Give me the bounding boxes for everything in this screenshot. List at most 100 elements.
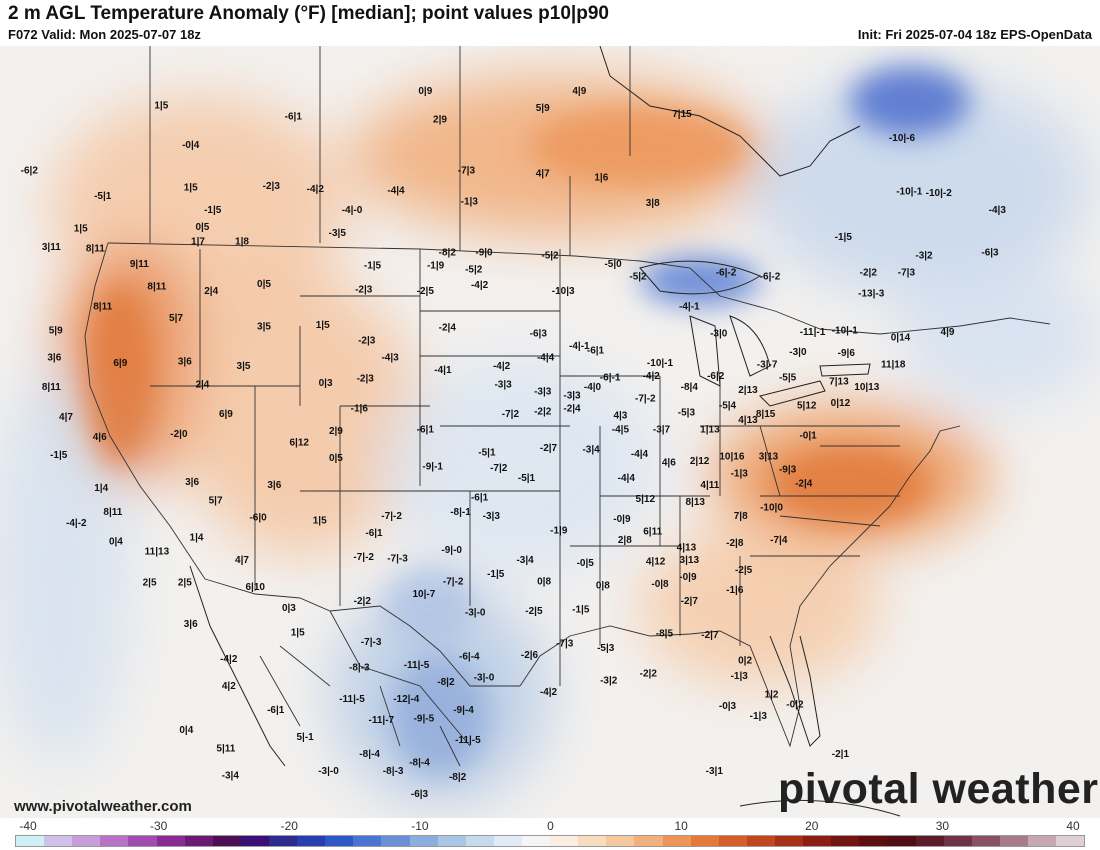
point-value-label: 6|11 [643, 527, 662, 538]
point-value-label: -6|1 [267, 705, 285, 716]
point-value-label: -3|-0 [474, 673, 495, 684]
point-value-label: -6|3 [411, 789, 429, 800]
point-value-label: -10|-1 [896, 187, 923, 198]
map-title: 2 m AGL Temperature Anomaly (°F) [median… [8, 3, 609, 24]
point-value-label: 5|9 [49, 326, 63, 337]
point-value-label: 3|11 [42, 242, 61, 253]
point-value-label: -6|3 [530, 328, 548, 339]
point-value-label: 2|4 [195, 379, 209, 390]
point-value-label: -2|5 [735, 565, 753, 576]
point-value-label: 1|4 [94, 483, 108, 494]
point-value-label: -4|2 [220, 654, 238, 665]
point-value-label: -2|3 [263, 181, 281, 192]
point-value-label: -1|5 [572, 605, 590, 616]
anomaly-map[interactable]: 1|5 -6|1 0|9 2|9 5|9 4|9 7|15 -6|2 -0|4 -5|1 1|5 -2… [0, 46, 1100, 818]
point-value-label: -7|3 [458, 166, 476, 177]
point-value-label: -0|9 [679, 572, 697, 583]
florida-outline [769, 635, 821, 747]
colorbar-swatch [746, 836, 775, 846]
website-url[interactable]: www.pivotalweather.com [14, 798, 192, 815]
point-value-label: 8|11 [42, 382, 61, 393]
colorbar-tick-label: -30 [149, 819, 168, 833]
point-value-label: -1|3 [750, 711, 768, 722]
point-value-label: -8|-4 [359, 749, 380, 760]
us-mexico-border [204, 578, 520, 687]
point-value-label: 8|13 [685, 497, 705, 508]
us-west-coast [84, 242, 206, 580]
point-value-label: 11|13 [145, 547, 170, 558]
point-value-label: 0|3 [282, 603, 296, 614]
point-value-label: 3|6 [267, 480, 281, 491]
point-value-label: 3|6 [178, 357, 192, 368]
point-value-label: -7|2 [502, 409, 520, 420]
point-value-label: -4|-0 [342, 205, 363, 216]
point-value-label: -0|5 [577, 558, 595, 569]
point-value-label: -2|4 [795, 479, 813, 490]
point-value-label: 1|5 [184, 183, 198, 194]
point-value-label: 0|12 [831, 398, 851, 409]
point-value-label: -2|4 [563, 404, 581, 415]
point-value-label: -1|6 [351, 404, 369, 415]
colorbar-swatch [831, 836, 860, 846]
state-lines-west [150, 249, 440, 606]
point-value-label: -5|3 [678, 408, 696, 419]
lake-ontario-outline [819, 363, 871, 377]
point-value-label: -11|-1 [800, 327, 826, 338]
point-value-label: 9|11 [130, 259, 149, 270]
point-value-label: 3|6 [47, 353, 61, 364]
colorbar [15, 835, 1085, 847]
point-value-label: -3|5 [329, 228, 347, 239]
point-value-label: -8|-4 [409, 758, 430, 769]
lake-superior-outline [639, 260, 762, 295]
point-value-label: -10|3 [552, 286, 575, 297]
colorbar-swatch [325, 836, 354, 846]
point-value-label: -8|2 [437, 677, 455, 688]
point-value-label: 4|3 [613, 411, 627, 422]
colorbar-tick-label: 0 [547, 819, 554, 833]
colorbar-swatch [859, 836, 888, 846]
point-value-label: -1|6 [726, 585, 744, 596]
point-value-label: -6|-2 [760, 272, 781, 283]
point-value-label: -1|5 [364, 260, 382, 271]
point-value-label: 4|9 [941, 327, 955, 338]
point-value-label: -4|3 [381, 353, 399, 364]
strong-warm-hudson-bay [530, 106, 750, 186]
cool-texas [385, 566, 475, 646]
point-value-label: -8|-3 [349, 663, 370, 674]
warm-anomaly-interior-west [180, 276, 420, 556]
point-value-label: -3|3 [563, 391, 581, 402]
point-value-label: -1|3 [731, 671, 749, 682]
point-value-label: -3|2 [915, 251, 933, 262]
point-value-label: 4|13 [677, 542, 697, 553]
colorbar-tick-label: 40 [1066, 819, 1080, 833]
colorbar-swatch [240, 836, 269, 846]
point-value-label: 4|7 [235, 555, 249, 566]
point-value-label: 1|4 [190, 532, 204, 543]
point-value-label: -7|-2 [443, 576, 464, 587]
point-value-label: -10|-2 [926, 188, 953, 199]
point-value-label: -1|9 [427, 260, 445, 271]
point-value-label: -4|5 [612, 425, 630, 436]
point-value-label: 10|-7 [412, 589, 435, 600]
point-value-label: -7|3 [898, 268, 916, 279]
point-value-label: -11|-5 [404, 660, 430, 671]
point-value-label: 5|7 [169, 313, 183, 324]
point-value-label: -8|-3 [383, 766, 404, 777]
borders [84, 46, 1051, 767]
colorbar-swatch [212, 836, 241, 846]
point-value-label: 1|5 [154, 100, 168, 111]
point-value-label: -4|2 [540, 687, 558, 698]
point-value-label: -7|2 [490, 463, 508, 474]
point-value-label: -13|-3 [858, 289, 885, 300]
point-value-label: -3|-7 [757, 360, 778, 371]
point-value-label: 0|8 [596, 581, 610, 592]
point-value-label: -5|3 [597, 643, 615, 654]
point-value-label: -2|5 [417, 286, 435, 297]
point-value-label: -7|-2 [381, 511, 402, 522]
point-value-label: 1|5 [313, 515, 327, 526]
point-value-label: -3|4 [516, 555, 534, 566]
point-value-label: 6|9 [219, 409, 233, 420]
colorbar-swatch [1027, 836, 1057, 846]
point-value-label: -1|5 [50, 450, 68, 461]
point-value-label: 10|16 [719, 452, 744, 463]
